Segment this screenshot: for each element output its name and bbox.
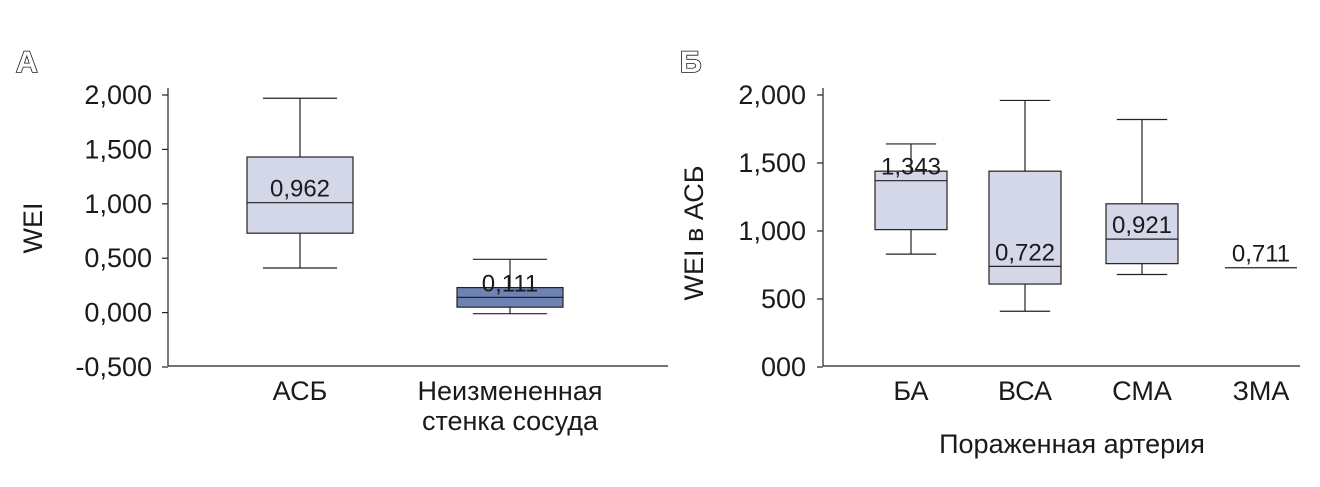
panel-b-category-label: БА [893,376,928,406]
panel-b-category-label: СМА [1112,376,1172,406]
panel-a-tick-label: 1,000 [84,189,152,219]
panel-b-tick-label: 2,000 [738,80,806,110]
median-value-label: 0,711 [1232,241,1290,268]
category-label-line: СМА [1112,376,1172,406]
panel-b-y-axis-title: WEI в АСБ [679,166,709,301]
panel-b-tick-label: 1,500 [738,148,806,178]
panel-a-tick-label: 1,500 [84,134,152,164]
panel-b-x-axis-title: Пораженная артерия [939,429,1205,459]
panel-a-box-group: 0,111 [456,258,564,315]
panel-a-tick-label: -0,500 [75,352,152,382]
panel-b-tick-label: 500 [761,284,806,314]
panel-a-y-axis-title: WEI [18,203,48,254]
panel-a-tick-label: 2,000 [84,80,152,110]
panel-a-category-label: АСБ [273,376,328,406]
panel-b: Б WEI в АСБ 2,000 1,500 1,000 500 000 1,343 0… [679,45,1300,459]
panel-b-category-label: ВСА [998,376,1052,406]
median-value-label: 0,111 [482,270,539,297]
panel-b-box-group: 0,921 [1105,118,1179,276]
panel-a: А WEI 2,000 1,500 1,000 0,500 0,000 -0,500 0,… [15,45,668,436]
median-value-label: 0,921 [1112,212,1172,239]
panel-b-tick-labels: 2,000 1,500 1,000 500 000 [738,80,823,382]
panel-a-letter: А [16,46,38,79]
iqr-box [988,170,1062,285]
panel-b-boxes: 1,343 0,722 0,921 0,711 [874,99,1297,312]
category-label-line: БА [893,376,928,406]
median-value-label: 0,722 [995,239,1055,266]
category-label-line: стенка сосуда [422,406,599,436]
panel-a-tick-label: 0,000 [84,298,152,328]
panel-b-tick-label: 1,000 [738,216,806,246]
panel-b-letter: Б [680,46,702,79]
panel-a-category-labels: АСБ Неизмененная стенка сосуда [273,376,603,436]
median-value-label: 1,343 [881,154,941,181]
category-label-line: Неизмененная [418,376,603,406]
panel-a-tick-label: 0,500 [84,243,152,273]
panel-a-tick-labels: 2,000 1,500 1,000 0,500 0,000 -0,500 [75,80,168,382]
panel-b-box-group: 1,343 [874,143,948,255]
panel-a-category-label: Неизмененная стенка сосуда [418,376,603,436]
category-label-line: ВСА [998,376,1052,406]
panel-b-box-group: 0,722 [988,99,1062,312]
panel-a-boxes: 0,962 0,111 [246,97,564,315]
iqr-box [1105,203,1179,265]
panel-b-box-group: 0,711 [1225,241,1297,269]
panel-b-category-label: ЗМА [1233,376,1290,406]
panel-a-box-group: 0,962 [246,97,354,269]
median-value-label: 0,962 [270,176,330,203]
category-label-line: АСБ [273,376,328,406]
panel-b-tick-label: 000 [761,352,806,382]
category-label-line: ЗМА [1233,376,1290,406]
panel-b-category-labels: БА ВСА СМА ЗМА [893,376,1289,406]
iqr-box [246,156,354,234]
